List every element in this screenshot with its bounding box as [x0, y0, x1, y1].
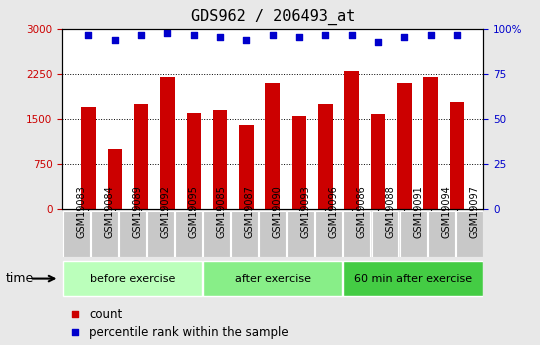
Bar: [203, 211, 230, 257]
Point: [216, 34, 225, 39]
Text: GSM19093: GSM19093: [301, 186, 311, 238]
Point: [400, 34, 409, 39]
Point: [268, 32, 277, 38]
Bar: [450, 102, 464, 209]
Bar: [456, 211, 483, 257]
Bar: [63, 211, 90, 257]
Point: [321, 32, 329, 38]
Point: [70, 329, 79, 335]
Text: GSM19095: GSM19095: [188, 185, 199, 238]
Text: GSM19086: GSM19086: [357, 186, 367, 238]
Text: GSM19088: GSM19088: [385, 186, 395, 238]
Bar: [372, 211, 399, 257]
Bar: [287, 211, 314, 257]
Bar: [119, 211, 146, 257]
Bar: [160, 77, 174, 209]
Point: [163, 30, 172, 36]
Bar: [239, 125, 254, 209]
Bar: [63, 261, 202, 296]
Point: [111, 37, 119, 43]
Bar: [175, 211, 202, 257]
Bar: [428, 211, 455, 257]
Text: GSM19090: GSM19090: [273, 186, 283, 238]
Bar: [315, 211, 342, 257]
Text: GSM19094: GSM19094: [441, 186, 451, 238]
Bar: [134, 104, 148, 209]
Bar: [343, 261, 483, 296]
Bar: [292, 116, 306, 209]
Point: [242, 37, 251, 43]
Bar: [203, 261, 342, 296]
Text: after exercise: after exercise: [235, 274, 310, 284]
Bar: [266, 83, 280, 209]
Text: time: time: [5, 272, 33, 285]
Bar: [81, 107, 96, 209]
Point: [70, 312, 79, 317]
Point: [426, 32, 435, 38]
Bar: [259, 211, 286, 257]
Bar: [400, 211, 427, 257]
Text: GSM19087: GSM19087: [245, 185, 255, 238]
Text: GSM19084: GSM19084: [104, 186, 114, 238]
Point: [84, 32, 93, 38]
Bar: [107, 149, 122, 209]
Bar: [343, 211, 370, 257]
Bar: [345, 71, 359, 209]
Text: GSM19089: GSM19089: [132, 186, 143, 238]
Bar: [397, 83, 411, 209]
Point: [295, 34, 303, 39]
Text: count: count: [90, 308, 123, 321]
Point: [347, 32, 356, 38]
Bar: [318, 104, 333, 209]
Text: GSM19091: GSM19091: [413, 186, 423, 238]
Bar: [371, 114, 385, 209]
Point: [190, 32, 198, 38]
Bar: [186, 113, 201, 209]
Bar: [147, 211, 174, 257]
Bar: [423, 77, 438, 209]
Text: percentile rank within the sample: percentile rank within the sample: [90, 326, 289, 338]
Bar: [213, 110, 227, 209]
Bar: [231, 211, 258, 257]
Text: before exercise: before exercise: [90, 274, 175, 284]
Text: GSM19097: GSM19097: [469, 185, 480, 238]
Text: GSM19085: GSM19085: [217, 185, 227, 238]
Text: 60 min after exercise: 60 min after exercise: [354, 274, 472, 284]
Text: GSM19083: GSM19083: [76, 186, 86, 238]
Bar: [91, 211, 118, 257]
Text: GSM19096: GSM19096: [329, 186, 339, 238]
Point: [453, 32, 461, 38]
Text: GSM19092: GSM19092: [160, 185, 171, 238]
Point: [137, 32, 145, 38]
Point: [374, 39, 382, 45]
Text: GDS962 / 206493_at: GDS962 / 206493_at: [191, 9, 355, 25]
